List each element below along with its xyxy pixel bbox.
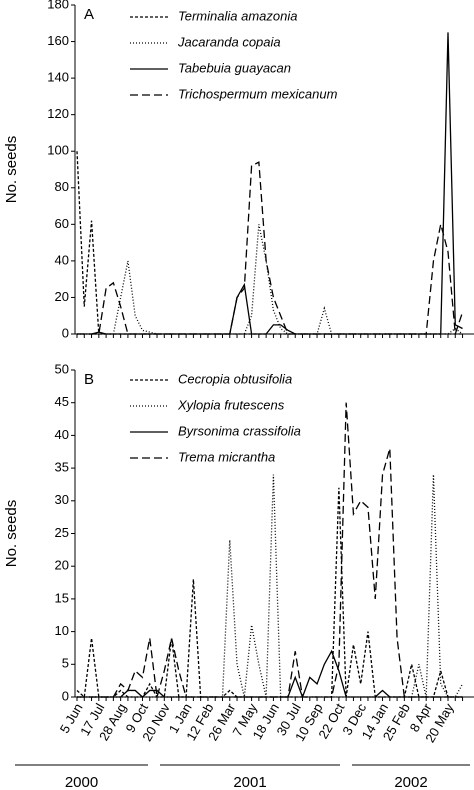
legend-label: Trichospermum mexicanum xyxy=(178,86,338,101)
y-tick-label: 15 xyxy=(55,590,69,605)
year-label: 2002 xyxy=(394,774,427,790)
y-tick-label: 25 xyxy=(55,525,69,540)
year-label: 2000 xyxy=(65,774,98,790)
legend-label: Cecropia obtusifolia xyxy=(178,371,292,386)
y-tick-label: 40 xyxy=(55,427,69,442)
series-line xyxy=(77,649,463,699)
legend-label: Terminalia amazonia xyxy=(178,8,297,23)
y-tick-label: 140 xyxy=(47,70,69,85)
y-tick-label: 0 xyxy=(62,325,69,340)
series-line xyxy=(77,32,463,335)
panel-label: B xyxy=(84,371,94,388)
y-tick-label: 30 xyxy=(55,492,69,507)
y-tick-label: 45 xyxy=(55,394,69,409)
y-tick-label: 5 xyxy=(62,656,69,671)
panel-label: A xyxy=(84,6,94,23)
legend-label: Trema micrantha xyxy=(178,449,275,464)
series-line xyxy=(76,151,463,335)
legend-label: Jacaranda copaia xyxy=(177,34,281,49)
legend-label: Xylopia frutescens xyxy=(177,397,285,412)
y-tick-label: 50 xyxy=(55,361,69,376)
y-tick-label: 80 xyxy=(55,179,69,194)
legend-label: Byrsonima crassifolia xyxy=(178,423,301,438)
y-tick-label: 60 xyxy=(55,216,69,231)
legend-label: Tabebuia guayacan xyxy=(178,60,291,75)
series-line xyxy=(77,402,463,698)
y-axis-label: No. seeds xyxy=(3,500,20,568)
y-axis-label: No. seeds xyxy=(3,136,20,204)
y-tick-label: 100 xyxy=(47,143,69,158)
y-tick-label: 160 xyxy=(47,33,69,48)
year-label: 2001 xyxy=(233,774,266,790)
y-tick-label: 20 xyxy=(55,558,69,573)
y-tick-label: 35 xyxy=(55,460,69,475)
y-tick-label: 20 xyxy=(55,289,69,304)
y-tick-label: 10 xyxy=(55,623,69,638)
series-line xyxy=(77,161,464,335)
y-tick-label: 120 xyxy=(47,106,69,121)
y-tick-label: 40 xyxy=(55,252,69,267)
y-tick-label: 0 xyxy=(62,688,69,703)
y-tick-label: 180 xyxy=(47,0,69,11)
series-line xyxy=(77,474,464,698)
